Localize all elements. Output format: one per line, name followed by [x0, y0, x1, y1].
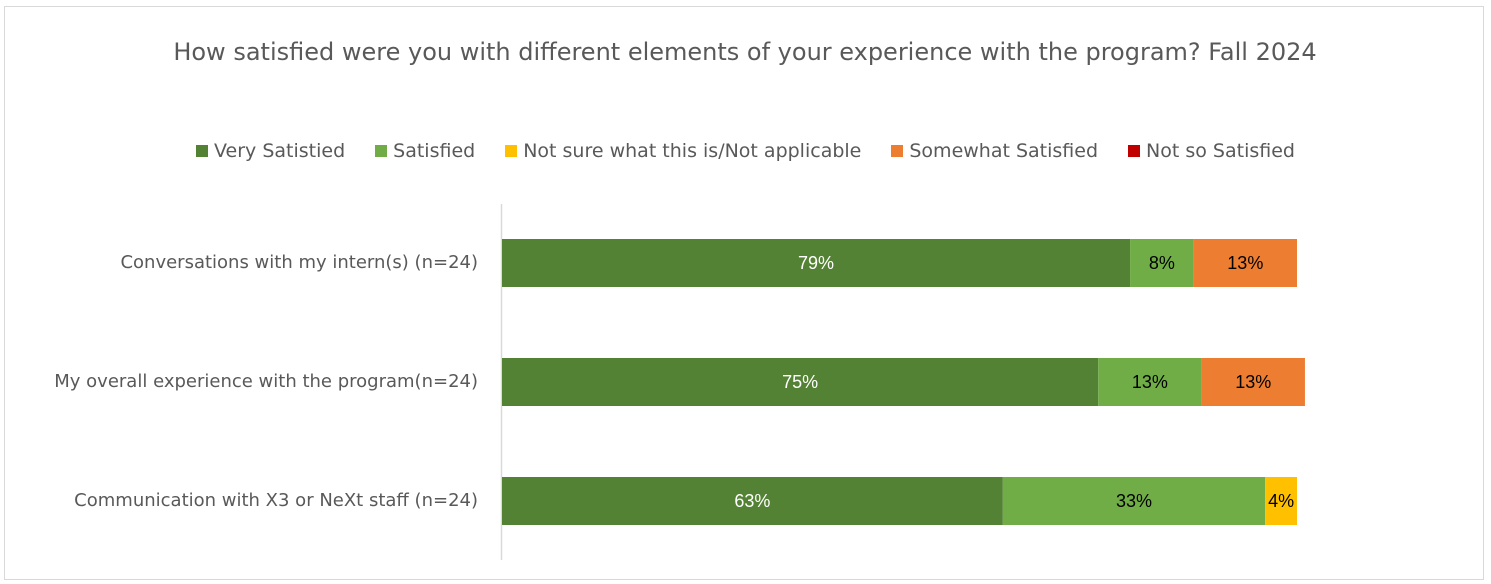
chart-title: How satisfied were you with different el…	[173, 38, 1317, 66]
data-label-1-1: 13%	[1132, 372, 1168, 392]
bar-segment-2-0	[502, 477, 1003, 525]
legend-item-2: Not sure what this is/Not applicable	[505, 140, 861, 162]
legend-item-1: Satisfied	[375, 140, 475, 162]
legend-label-1: Satisfied	[393, 140, 476, 162]
bar-segment-0-0	[502, 239, 1131, 287]
data-label-2-2: 4%	[1268, 491, 1294, 511]
bar-segment-1-0	[502, 358, 1099, 406]
legend-item-4: Not so Satisfied	[1128, 140, 1295, 162]
legend-item-0: Very Satistied	[196, 140, 345, 162]
legend-swatch-1	[375, 145, 388, 157]
legend-item-3: Somewhat Satisfied	[891, 140, 1098, 162]
bar-segment-0-1	[1130, 239, 1194, 287]
legend-label-4: Not so Satisfied	[1146, 140, 1295, 162]
legend-swatch-2	[505, 145, 518, 157]
bar-segment-1-1	[1098, 358, 1202, 406]
bar-segment-2-1	[1002, 477, 1266, 525]
bar-segment-2-2	[1265, 477, 1297, 525]
category-label-0: Conversations with my intern(s) (n=24)	[120, 252, 478, 273]
legend-swatch-0	[196, 145, 209, 157]
category-label-2: Communication with X3 or NeXt staff (n=2…	[74, 490, 478, 511]
category-label-1: My overall experience with the program(n…	[54, 371, 478, 392]
legend-label-3: Somewhat Satisfied	[909, 140, 1099, 162]
legend-label-0: Very Satistied	[214, 140, 346, 162]
legend-label-2: Not sure what this is/Not applicable	[523, 140, 862, 162]
data-label-0-1: 8%	[1149, 253, 1175, 273]
data-label-0-3: 13%	[1227, 253, 1263, 273]
data-label-2-1: 33%	[1116, 491, 1152, 511]
bar-segment-1-3	[1201, 358, 1305, 406]
data-label-2-0: 63%	[734, 491, 770, 511]
chart-legend: Very Satistied Satisfied Not sure what thi…	[0, 140, 1491, 162]
legend-swatch-3	[891, 145, 904, 157]
legend-swatch-4	[1128, 145, 1141, 157]
data-label-1-3: 13%	[1235, 372, 1271, 392]
bar-segment-0-3	[1193, 239, 1297, 287]
data-label-0-0: 79%	[798, 253, 834, 273]
data-label-1-0: 75%	[782, 372, 818, 392]
